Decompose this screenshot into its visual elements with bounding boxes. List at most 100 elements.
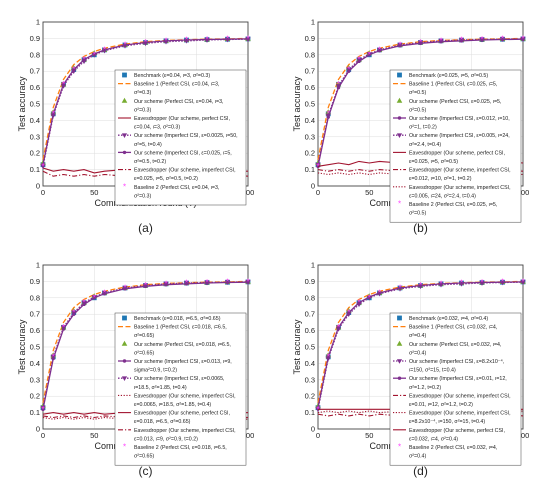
legend-label: ε=0.013, ι=9, σ²=0.9, t=0.2): [134, 436, 198, 442]
legend-swatch: [121, 340, 128, 346]
legend-swatch: [122, 72, 127, 78]
legend-label: ε=0.005, ι=24, σ²=2.4, t=0.4): [409, 193, 476, 199]
data-point: [61, 82, 66, 87]
y-tick-label: 0.1: [305, 165, 315, 174]
legend-label: Our scheme (Perfect CSI, ε=0.018, ι=6.5,: [134, 342, 231, 348]
data-point: *: [368, 50, 371, 59]
legend-marker: [122, 150, 127, 155]
data-point: *: [337, 323, 340, 332]
x-tick-label: 200: [517, 431, 530, 440]
legend-label: Baseline 1 (Perfect CSI, ε=0.025, ι=5,: [409, 82, 497, 88]
data-point: *: [378, 288, 381, 297]
legend-label: σ²=0.4): [409, 333, 426, 339]
legend-label: Eavesdropper (Our scheme, perfect CSI,: [409, 150, 505, 156]
legend-label: Eavesdropper (Our scheme, imperfect CSI,: [409, 168, 511, 174]
series: [42, 416, 249, 420]
legend-label: Our scheme (Imperfect CSI, ε=0.025, ι=5,: [134, 150, 232, 156]
data-point: *: [521, 34, 524, 43]
data-point: [480, 280, 484, 285]
y-tick-label: 0.7: [305, 310, 315, 319]
y-tick-label: 0.4: [305, 359, 315, 368]
legend-marker: [121, 376, 128, 381]
legend-marker: *: [398, 200, 401, 209]
legend-swatch: *: [398, 443, 401, 452]
data-point: [246, 37, 250, 41]
data-point: [336, 325, 341, 330]
data-point: *: [93, 50, 96, 59]
y-tick-label: 0.3: [305, 375, 315, 384]
data-point: *: [460, 36, 463, 45]
legend-label: σ²=0.65): [134, 350, 154, 356]
legend-marker: [397, 315, 402, 321]
legend-label: Benchmark (ε=0.025, ι=5, σ²=0.5): [409, 73, 488, 79]
x-tick-label: 200: [517, 188, 530, 197]
legend-label: σ²=0.5, t=0.2): [134, 159, 166, 165]
y-tick-label: 1: [36, 261, 40, 270]
legend-box: [114, 69, 247, 206]
data-point: *: [316, 162, 319, 171]
chart-panel-b: 00.10.20.30.40.50.60.70.80.9105010015020…: [292, 18, 529, 236]
legend-label: Baseline 2 (Perfect CSI, ε=0.032, ι=4,: [409, 445, 497, 451]
y-tick-label: 0.6: [305, 83, 315, 92]
data-point: [458, 38, 465, 43]
data-point: *: [103, 45, 106, 54]
data-point: [347, 310, 351, 315]
data-point: [459, 281, 464, 285]
data-point: [366, 52, 372, 57]
y-tick-label: 0.9: [305, 277, 315, 286]
legend-marker: [396, 359, 403, 364]
data-point: [245, 280, 251, 285]
legend-label: ι=150, σ²=15, t=0.4): [409, 368, 456, 374]
data-point: [520, 37, 526, 42]
series-line: [317, 410, 524, 414]
series: * * * * * * * * * * * * * *: [41, 277, 249, 413]
legend-marker: *: [123, 443, 126, 452]
y-tick-label: 0.5: [305, 343, 315, 352]
legend-label: σ²=0.4): [409, 454, 426, 460]
data-point: [438, 39, 444, 44]
series: * * * * * * * * * * * * * *: [316, 277, 524, 413]
legend-box: [389, 69, 522, 223]
data-point: [356, 57, 362, 63]
data-point: *: [72, 65, 75, 74]
x-tick-label: 0: [316, 431, 320, 440]
y-tick-label: 0.6: [305, 326, 315, 335]
legend-swatch: [118, 376, 131, 381]
data-point: [398, 286, 402, 290]
data-point: *: [205, 35, 208, 44]
data-point: *: [226, 278, 229, 287]
legend-label: Our scheme (Perfect CSI, ε=0.032, ι=4,: [409, 342, 501, 348]
legend-swatch: [393, 133, 406, 138]
data-point: [142, 283, 149, 289]
legend-label: σ²=0.5): [409, 211, 426, 217]
data-point: *: [368, 293, 371, 302]
y-tick-label: 1: [36, 18, 40, 27]
legend-swatch: *: [123, 182, 126, 191]
legend-label: Baseline 1 (Perfect CSI, ε=0.032, ι=4,: [409, 325, 497, 331]
data-point: [225, 37, 230, 41]
data-point: [101, 291, 108, 296]
series-line: [42, 38, 249, 165]
legend-label: ε=0.025, ι=5, σ²=0.5): [409, 159, 458, 165]
legend-label: ε=0.012, ι=10, σ²=1, t=0.2): [409, 176, 472, 182]
y-tick-label: 0.1: [30, 408, 40, 417]
legend-swatch: [393, 359, 406, 364]
series: * * * * * * * * * * * * * *: [41, 34, 249, 170]
x-tick-label: 50: [365, 431, 373, 440]
legend-label: Eavesdropper (Our scheme, imperfect CSI,: [134, 393, 236, 399]
data-point: *: [144, 38, 147, 47]
legend-marker: [121, 97, 128, 103]
data-point: *: [357, 55, 360, 64]
legend-label: Baseline 1 (Perfect CSI, ε=0.04, ι=3,: [134, 82, 219, 88]
legend-swatch: *: [398, 200, 401, 209]
series-line: [317, 172, 524, 176]
data-point: [224, 280, 231, 286]
legend-swatch: *: [123, 443, 126, 452]
legend-label: σ²=5, t=0.4): [134, 142, 162, 148]
data-point: *: [82, 55, 85, 64]
legend: Benchmark (ε=0.018, ι=6.5, σ²=0.65) Basel…: [114, 312, 247, 466]
data-point: [521, 280, 525, 284]
y-tick-label: 0: [36, 425, 40, 434]
panel-caption: (c): [139, 464, 153, 478]
legend-label: σ²=0.4): [409, 350, 426, 356]
